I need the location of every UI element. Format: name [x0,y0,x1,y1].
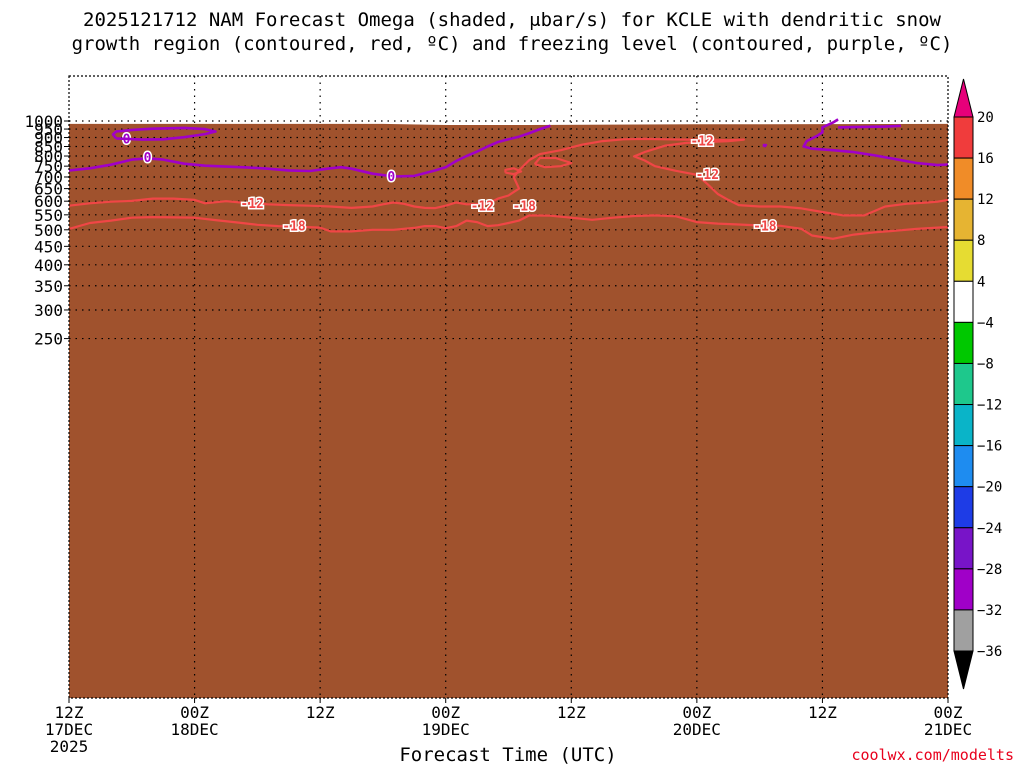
x-tick-label: 17DEC [45,720,93,739]
colorbar-label: 8 [977,233,985,249]
chart-title-line-1: 2025121712 NAM Forecast Omega (shaded, μ… [83,9,941,31]
y-tick-label-600: 600 [34,192,63,211]
x-tick-label: 20DEC [673,720,721,739]
colorbar-band [953,198,974,241]
axes: 250 300 350 4004505005506006507007508008509… [24,75,972,756]
x-tick-label: 12Z [808,703,837,722]
colorbar-label: 16 [977,151,994,167]
y-tick-label-800: 800 [34,147,63,166]
x-tick-label: 00Z [934,703,963,722]
x-tick-label: 12Z [306,703,335,722]
colorbar-label: −32 [977,603,1002,619]
y-tick-label-450: 450 [34,237,63,256]
colorbar-label: −24 [977,521,1002,537]
x-tick-label: 12Z [557,703,586,722]
y-tick-label-550: 550 [34,206,63,225]
x-tick-label: 18DEC [170,720,218,739]
chart-title-line-2: growth region (contoured, red, ºC) and f… [71,33,953,55]
colorbar-bottom-arrow [953,650,974,690]
dgz-contour-0 [68,214,949,240]
terrain-layer [69,123,948,699]
y-tick-label-700: 700 [34,168,63,187]
x-tick-label: 12Z [55,703,84,722]
x-axis-label: Forecast Time (UTC) [399,744,617,766]
colorbar-band [953,527,974,570]
colorbar-label: 4 [977,274,985,290]
colorbar-label: −36 [977,644,1002,660]
colorbar-label: −4 [977,315,994,331]
y-tick-label-350: 350 [34,277,63,296]
contour-label: -18 [512,199,536,214]
contour-label: -12 [696,168,719,183]
contour-label: 0 [144,151,152,166]
colorbar-band [953,486,974,529]
colorbar-band [953,157,974,200]
credit-link[interactable]: coolwx.com/modelts [851,746,1014,764]
x-tick-label: 2025 [50,737,89,756]
x-tick-label: 19DEC [422,720,470,739]
dgz-contour-3 [533,156,573,169]
colorbar-band [953,321,974,364]
terrain-fill [69,123,948,699]
y-tick-label-500: 500 [34,221,63,240]
contour-label: -18 [753,220,777,235]
contour-label: -12 [240,197,263,212]
y-tick-label-850: 850 [34,138,63,157]
dgz-contour-1 [68,137,949,217]
colorbar-band [953,404,974,447]
colorbar-label: −20 [977,480,1002,496]
y-tick-label-950: 950 [34,120,63,139]
y-tick-label-750: 750 [34,157,63,176]
freezing-level-contour-8 [838,124,901,129]
colorbar-label: 20 [977,110,994,126]
x-tick-label: 00Z [180,703,209,722]
colorbar-band [953,280,974,323]
colorbar-band [953,609,974,652]
colorbar-top-arrow [953,78,974,118]
colorbar-band [953,362,974,406]
y-tick-label-300: 300 [34,301,63,320]
contour-label: 0 [387,170,395,185]
y-tick-label-250: 250 [34,330,63,349]
colorbar-label: −28 [977,562,1002,578]
colorbar-band [953,239,974,282]
y-tick-label-400: 400 [34,256,63,275]
x-tick-label: 00Z [682,703,711,722]
contour-label: -18 [282,220,306,235]
colorbar-band [953,116,974,159]
freezing-level-contour-6 [762,143,768,148]
contour-label: -12 [690,134,713,149]
colorbar-label: −12 [977,398,1002,414]
plot-frame [68,75,949,699]
contour-label: -12 [471,199,494,214]
x-tick-label: 21DEC [924,720,972,739]
colorbar-label: −16 [977,439,1002,455]
x-tick-label: 00Z [431,703,460,722]
y-tick-label-650: 650 [34,180,63,199]
colorbar: 20 16 12 8 4 −4 −8 −12 −16 −20 −24 −28 −32 −36 [953,78,1002,690]
freezing-level-contour-4 [68,124,551,178]
colorbar-band [953,568,974,611]
colorbar-band [953,445,974,488]
freezing-level-contour-5 [111,126,217,141]
colorbar-label: −8 [977,356,994,372]
y-tick-label-900: 900 [34,129,63,148]
dgz-contour-2 [504,167,523,176]
colorbar-label: 12 [977,192,994,208]
y-tick-label-1000: 1000 [24,112,63,131]
freezing-level-contour-7 [802,118,949,167]
